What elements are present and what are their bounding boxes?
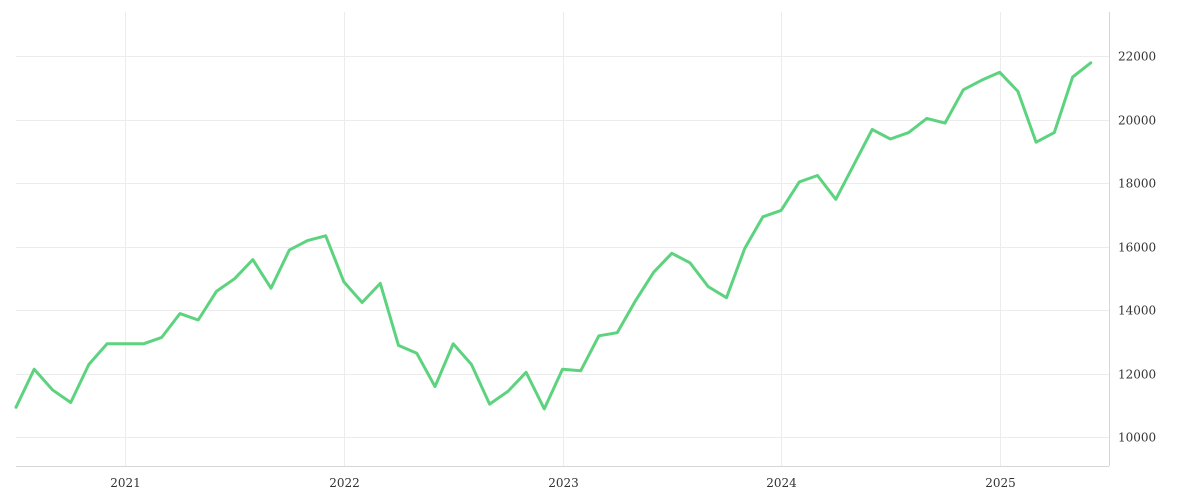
y-tick-label: 12000 <box>1118 368 1156 382</box>
y-tick-label: 20000 <box>1118 114 1156 128</box>
x-axis: 2021 2022 2023 2024 2025 <box>16 466 1109 490</box>
y-tick-label: 22000 <box>1118 50 1156 64</box>
series-line <box>14 61 1093 411</box>
x-tick-label: 2021 <box>110 476 141 490</box>
x-tick-label: 2025 <box>985 476 1016 490</box>
y-tick-label: 14000 <box>1118 304 1156 318</box>
y-tick-label: 18000 <box>1118 177 1156 191</box>
x-tick-label: 2024 <box>766 476 797 490</box>
y-axis: 10000 12000 14000 16000 18000 20000 22000 <box>1109 12 1156 466</box>
series-layer <box>14 61 1093 411</box>
x-tick-label: 2023 <box>548 476 579 490</box>
x-tick-label: 2022 <box>329 476 360 490</box>
y-tick-label: 10000 <box>1118 431 1156 445</box>
gridlines <box>16 12 1109 466</box>
y-tick-label: 16000 <box>1118 241 1156 255</box>
